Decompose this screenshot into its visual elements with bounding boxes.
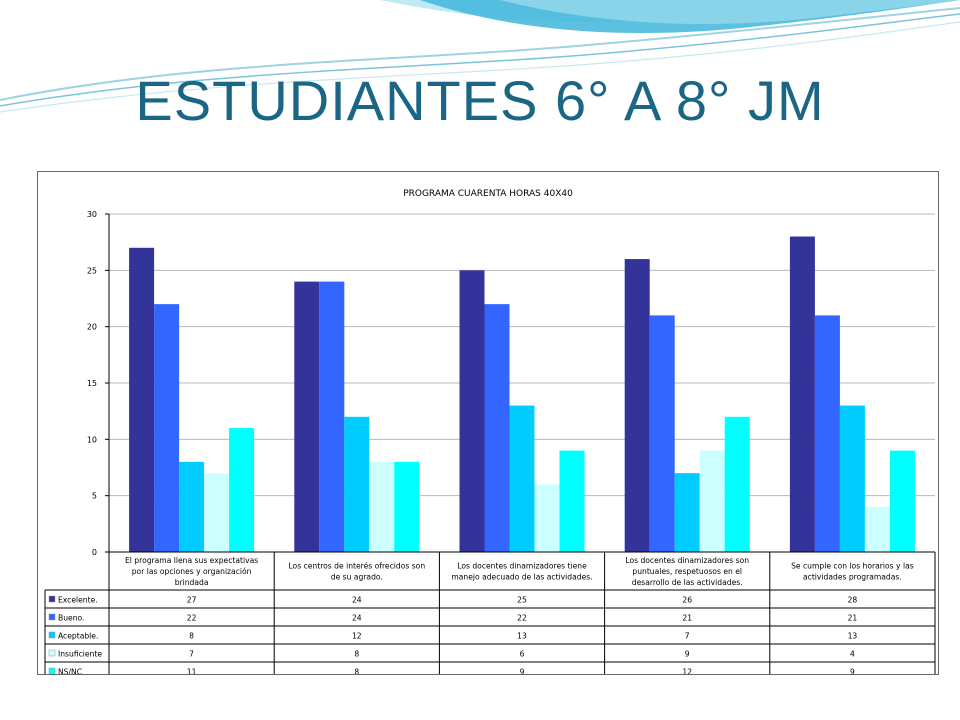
legend-key [48,649,56,657]
category-label: actividades programadas. [803,573,902,582]
bar [204,473,230,552]
bar [344,416,370,552]
y-tick-label: 30 [87,210,97,219]
bar-chart: PROGRAMA CUARENTA HORAS 40X40 0 5 10 15 20 25… [44,189,936,675]
legend-label: Excelente. [58,596,98,605]
data-value: 27 [187,596,197,605]
bar [649,315,675,552]
legend-label: Aceptable. [58,632,98,641]
category-label: de su agrado. [331,573,383,582]
bar [839,405,865,552]
chart-container: PROGRAMA CUARENTA HORAS 40X40 0 5 10 15 20 25… [37,171,939,675]
bar [179,461,205,552]
legend-label: NS/NC [58,668,82,675]
legend-key [48,667,56,674]
bar [624,259,650,552]
data-value: 28 [848,596,858,605]
category-label: manejo adecuado de las actividades. [451,573,592,582]
bar [459,270,485,552]
bar [864,506,890,552]
category-label: El programa llena sus expectativas [125,556,258,565]
data-value: 24 [352,596,362,605]
data-value: 12 [682,668,692,675]
slide-title: ESTUDIANTES 6° A 8° JM [135,69,825,132]
category-label: brindada [175,578,209,587]
data-value: 8 [189,632,194,641]
data-value: 9 [685,650,690,659]
y-tick-label: 25 [87,266,97,275]
bar [369,461,395,552]
data-value: 22 [517,614,527,623]
data-value: 11 [187,668,197,675]
y-tick-label: 5 [92,492,97,501]
legend-key [48,595,56,603]
bar [674,473,700,552]
data-value: 25 [517,596,527,605]
legend-label: Bueno. [58,614,84,623]
bar [789,236,815,552]
data-value: 13 [517,632,527,641]
bar [559,450,585,552]
y-tick-label: 15 [87,379,97,388]
bar [484,304,510,552]
bar [534,484,560,552]
bar [229,428,255,552]
category-label: desarrollo de las actividades. [632,578,743,587]
bar [699,450,725,552]
data-value: 6 [520,650,525,659]
bar [724,416,750,552]
bar [319,281,345,552]
y-tick-label: 10 [87,435,97,444]
category-label: puntuales, respetuosos en el [632,567,742,576]
y-tick-label: 0 [92,548,97,557]
data-value: 26 [682,596,692,605]
data-value: 13 [848,632,858,641]
category-label: Los docentes dinamizadores son [625,556,749,565]
category-label: Los docentes dinamizadores tiene [457,562,587,571]
header-wave-decoration [0,0,960,113]
bar [154,304,180,552]
legend-key [48,613,56,621]
bar [129,247,155,553]
data-value: 21 [682,614,692,623]
data-value: 22 [187,614,197,623]
data-value: 12 [352,632,362,641]
bar [294,281,320,552]
data-value: 24 [352,614,362,623]
data-value: 7 [685,632,690,641]
bar [394,461,420,552]
data-value: 8 [354,668,359,675]
category-label: por las opciones y organización [132,567,252,576]
data-value: 9 [850,668,855,675]
data-value: 7 [189,650,194,659]
data-value: 21 [848,614,858,623]
data-value: 4 [850,650,855,659]
bar [509,405,535,552]
category-label: Se cumple con los horarios y las [791,562,914,571]
legend-label: Insuficiente [58,650,102,659]
legend-key [48,631,56,639]
data-value: 8 [354,650,359,659]
chart-title: PROGRAMA CUARENTA HORAS 40X40 [403,189,573,199]
data-value: 9 [520,668,525,675]
y-tick-label: 20 [87,323,97,332]
category-label: Los centros de interés ofrecidos son [288,562,425,571]
bar [889,450,915,552]
bar [814,315,840,552]
